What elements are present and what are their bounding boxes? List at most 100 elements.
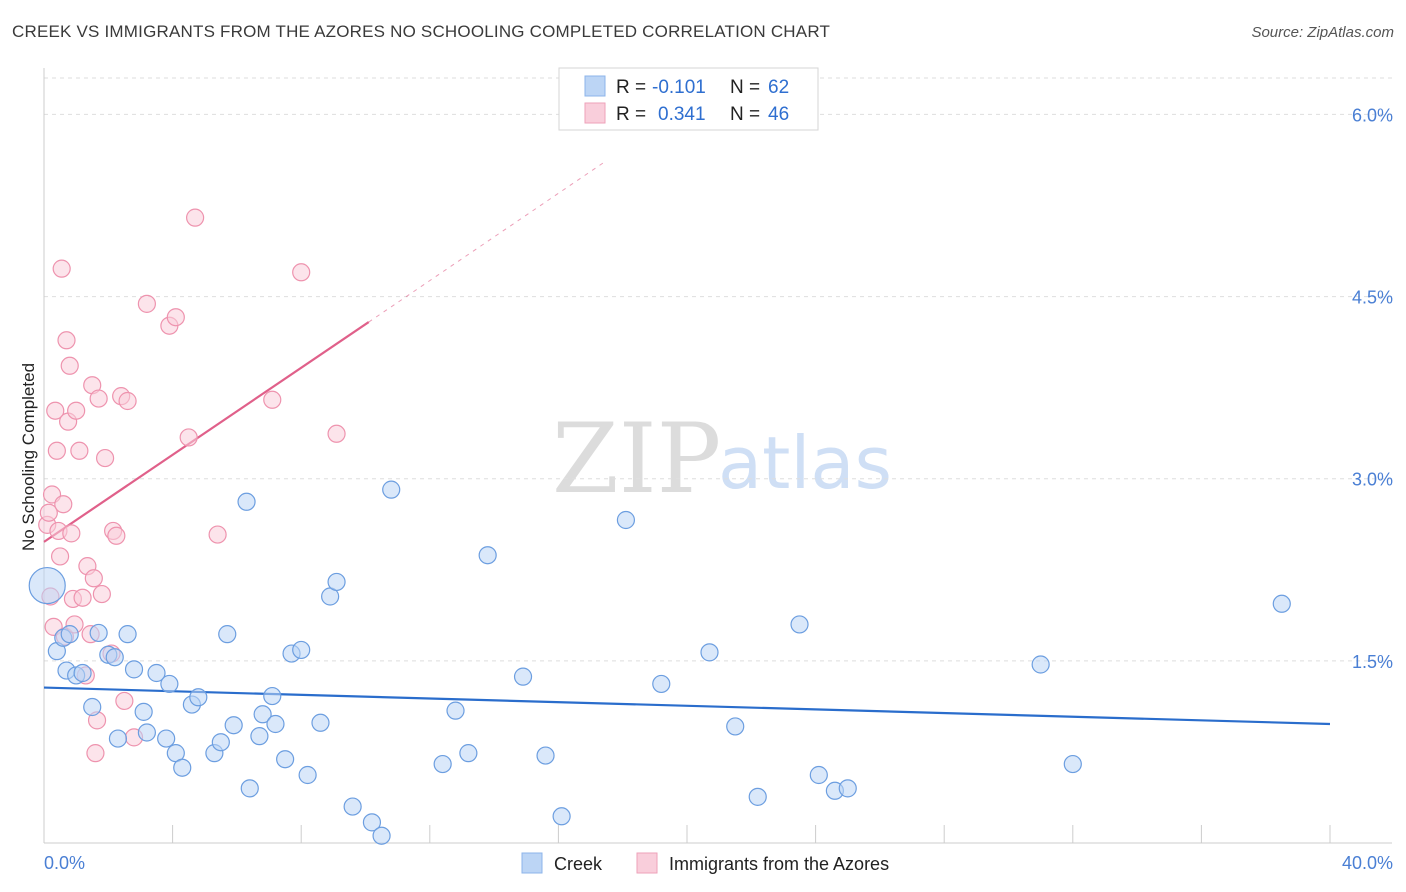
creek-point [311, 713, 330, 732]
azores-point [50, 547, 70, 566]
creek-point [266, 714, 285, 734]
azores-point [89, 389, 108, 408]
creek-point [513, 667, 533, 686]
azores-point [52, 259, 71, 278]
legend-r-value-creek: -0.101 [652, 77, 706, 98]
azores-point [327, 424, 346, 443]
legend-n-label-azores: N = [730, 104, 760, 125]
creek-point [147, 663, 166, 683]
azores-point [54, 495, 73, 514]
azores-point [115, 691, 134, 711]
creek-point [250, 727, 269, 746]
creek-point [134, 702, 153, 721]
creek-point [173, 758, 192, 777]
azores-point [57, 331, 76, 350]
watermark-zip: ZIP [552, 403, 721, 515]
creek-point [28, 566, 66, 605]
legend-n-label-creek: N = [730, 77, 760, 98]
azores-point [92, 584, 111, 604]
creek-point [105, 648, 124, 667]
creek-point [327, 572, 346, 592]
creek-point [552, 807, 571, 826]
creek-point [292, 640, 311, 660]
creek-point [433, 754, 452, 774]
creek-point [137, 723, 156, 742]
azores-point [84, 569, 103, 588]
creek-point [224, 716, 243, 735]
creek-point [536, 746, 555, 765]
bottom-legend-swatch-creek [521, 852, 543, 874]
creek-point [809, 765, 828, 785]
azores-point [186, 208, 205, 227]
creek-point [790, 615, 809, 634]
trend-line-azores [43, 321, 370, 543]
y-tick-label: 3.0% [1352, 470, 1393, 490]
azores-point [208, 525, 227, 544]
creek-point [298, 765, 317, 785]
creek-point [478, 546, 497, 565]
legend-swatch-azores [584, 102, 606, 124]
creek-point [748, 787, 767, 806]
azores-point [95, 448, 115, 468]
bottom-legend-label-creek: Creek [554, 854, 603, 874]
creek-point [263, 686, 282, 706]
creek-point [124, 660, 144, 679]
azores-point [39, 503, 58, 522]
azores-point [107, 526, 126, 545]
creek-point [1063, 754, 1082, 774]
azores-point [67, 401, 86, 420]
creek-point [83, 697, 102, 717]
creek-point [118, 625, 137, 644]
creek-point [157, 729, 176, 748]
bottom-legend-swatch-azores [636, 852, 658, 874]
creek-point [838, 779, 857, 798]
x-tick-label-max: 40.0% [1342, 853, 1393, 873]
azores-point [47, 441, 66, 460]
y-tick-label: 1.5% [1352, 652, 1393, 672]
creek-point [616, 510, 636, 530]
y-tick-label: 4.5% [1352, 288, 1393, 308]
azores-point [292, 263, 311, 282]
azores-point [137, 294, 156, 313]
azores-point [46, 401, 65, 420]
creek-point [218, 625, 237, 644]
creek-point [362, 813, 382, 832]
creek-point [160, 674, 179, 694]
creek-point [89, 623, 108, 643]
azores-point [166, 308, 185, 327]
legend-r-label-azores: R = [616, 104, 646, 125]
azores-point [70, 441, 89, 460]
legend-n-value-azores: 46 [768, 104, 789, 125]
y-axis-label: No Schooling Completed [19, 363, 38, 551]
x-tick-label-min: 0.0% [44, 853, 85, 873]
legend-r-value-azores: 0.341 [658, 104, 706, 125]
creek-point [237, 492, 256, 511]
creek-point [372, 826, 391, 845]
watermark-atlas: atlas [718, 421, 892, 505]
creek-point [459, 744, 478, 763]
creek-point [276, 750, 295, 769]
creek-point [240, 779, 259, 798]
creek-point [1031, 655, 1050, 674]
creek-point [700, 643, 719, 662]
creek-point [253, 705, 272, 724]
creek-point [382, 480, 401, 499]
creek-point [343, 797, 362, 816]
creek-point [726, 717, 745, 736]
chart-title: CREEK VS IMMIGRANTS FROM THE AZORES NO S… [12, 22, 831, 41]
azores-point [263, 390, 282, 409]
trend-line-creek [43, 686, 1331, 726]
creek-point [211, 733, 230, 752]
bottom-legend-label-azores: Immigrants from the Azores [669, 854, 889, 874]
legend-swatch-creek [584, 75, 606, 97]
correlation-legend: R = -0.101 N = 62 R = 0.341 N = 46 [558, 67, 819, 131]
azores-point [73, 588, 92, 607]
creek-point [446, 701, 465, 720]
trend-line-extension [368, 160, 607, 323]
series-legend: Creek Immigrants from the Azores [521, 852, 889, 874]
creek-point [108, 729, 128, 748]
azores-point [62, 524, 81, 543]
creek-point [1272, 594, 1291, 613]
azores-point [118, 391, 137, 411]
azores-point [179, 428, 198, 447]
